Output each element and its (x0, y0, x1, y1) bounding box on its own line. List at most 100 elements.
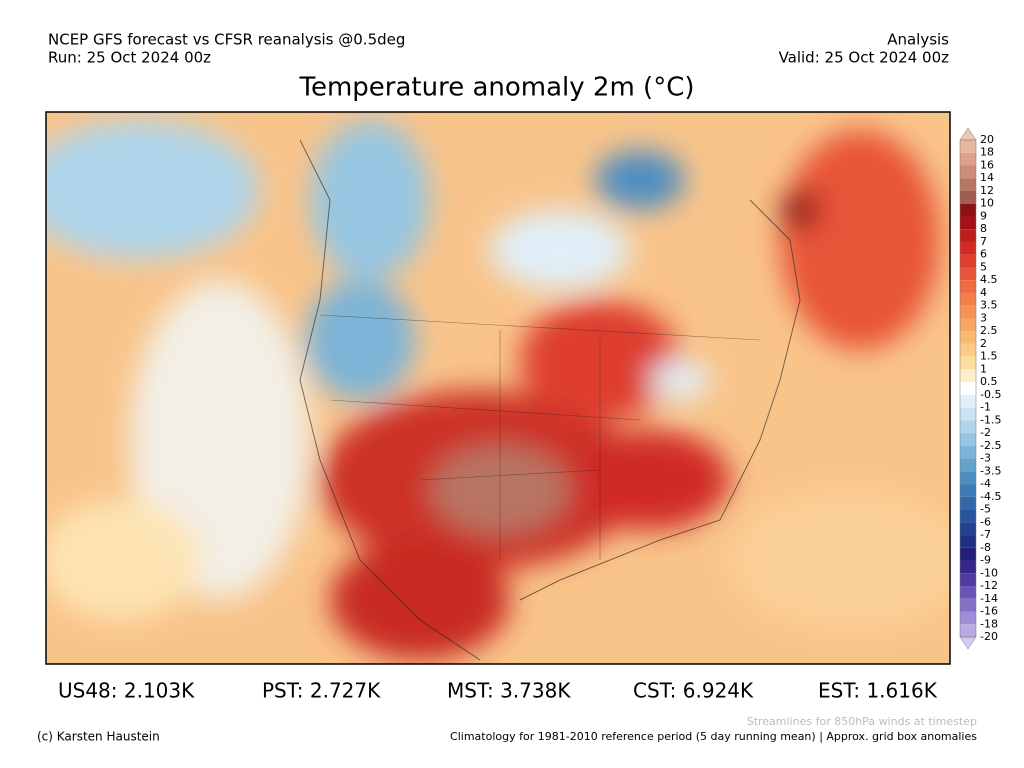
colorbar-label: 5 (980, 260, 987, 273)
region-stat: MST: 3.738K (447, 679, 571, 703)
colorbar-bin (960, 598, 976, 612)
colorbar-bin (960, 241, 976, 255)
colorbar-bin (960, 407, 976, 421)
colorbar-bin (960, 305, 976, 319)
colorbar-bin (960, 190, 976, 204)
colorbar-bin (960, 178, 976, 191)
colorbar-bin (960, 331, 976, 344)
colorbar-label: 4 (980, 286, 987, 299)
colorbar-label: 3.5 (980, 299, 998, 312)
credit: (c) Karsten Haustein (37, 730, 160, 744)
region-stat: CST: 6.924K (633, 679, 754, 703)
colorbar-label: 2 (980, 337, 987, 350)
colorbar-label: -4.5 (980, 490, 1001, 503)
streamlines-note: Streamlines for 850hPa winds at timestep (747, 715, 977, 728)
region-stat: US48: 2.103K (58, 679, 195, 703)
colorbar-label: 12 (980, 184, 994, 197)
anomaly-field (46, 120, 950, 660)
colorbar-bin (960, 496, 976, 510)
colorbar-label: 7 (980, 235, 987, 248)
colorbar-bin (960, 165, 976, 179)
colorbar-label: 20 (980, 133, 994, 146)
colorbar-label: 6 (980, 248, 987, 261)
colorbar-extend-top (959, 127, 977, 141)
colorbar-label: -8 (980, 541, 991, 554)
colorbar-bin (960, 547, 976, 561)
colorbar-label: -2.5 (980, 439, 1001, 452)
colorbar-label: -18 (980, 617, 998, 630)
colorbar-bin (960, 573, 976, 587)
colorbar-label: -1.5 (980, 413, 1001, 426)
header-left-1: NCEP GFS forecast vs CFSR reanalysis @0.… (48, 31, 405, 49)
colorbar-label: -6 (980, 515, 991, 528)
colorbar-bin (960, 382, 976, 395)
map-frame (45, 111, 951, 665)
colorbar-label: 14 (980, 171, 994, 184)
colorbar-bin (960, 535, 976, 548)
colorbar-label: -10 (980, 566, 998, 579)
colorbar-bin (960, 586, 976, 599)
colorbar-label: -16 (980, 605, 998, 618)
colorbar-bin (960, 280, 976, 293)
colorbar-label: -7 (980, 528, 991, 541)
colorbar-bin (960, 140, 976, 153)
colorbar-bin (960, 522, 976, 536)
colorbar-label: -1 (980, 401, 991, 414)
colorbar-label: 3 (980, 311, 987, 324)
colorbar-label: -0.5 (980, 388, 1001, 401)
colorbar-bin (960, 292, 976, 306)
colorbar-bin (960, 560, 976, 574)
colorbar-label: 10 (980, 197, 994, 210)
colorbar-label: 0.5 (980, 375, 998, 388)
colorbar-extend-bottom (959, 636, 977, 650)
stats: US48: 2.103K PST: 2.727K MST: 3.738K CST: 6… (58, 679, 938, 703)
colorbar-label: -2 (980, 426, 991, 439)
colorbar-bin (960, 369, 976, 383)
colorbar-bin (960, 216, 976, 230)
colorbar-bin (960, 458, 976, 472)
header-right-2: Valid: 25 Oct 2024 00z (779, 49, 950, 67)
header-right-1: Analysis (887, 31, 949, 49)
coastline (299, 139, 801, 661)
colorbar-label: 8 (980, 222, 987, 235)
colorbar-label: -5 (980, 503, 991, 516)
colorbar-bin (960, 509, 976, 523)
colorbar-label: 18 (980, 146, 994, 159)
borders (319, 314, 761, 560)
colorbar-bin (960, 356, 976, 370)
colorbar-bin (960, 343, 976, 357)
map-title: Temperature anomaly 2m (°C) (299, 73, 695, 103)
colorbar-bin (960, 254, 976, 268)
colorbar-bin (960, 203, 976, 217)
colorbar-label: -12 (980, 579, 998, 592)
colorbar-bin (960, 318, 976, 332)
colorbar-bin (960, 484, 976, 497)
colorbar-bin (960, 152, 976, 166)
map (46, 112, 950, 664)
colorbar-label: 4.5 (980, 273, 998, 286)
colorbar-label: 9 (980, 209, 987, 222)
colorbar-bin (960, 229, 976, 242)
colorbar-bin (960, 433, 976, 446)
colorbar-bin (960, 445, 976, 459)
colorbar-bin (960, 611, 976, 625)
colorbar-bin (960, 624, 976, 637)
colorbar-bin (960, 420, 976, 434)
colorbar-label: 1 (980, 362, 987, 375)
region-stat: EST: 1.616K (818, 679, 938, 703)
colorbar-label: 16 (980, 158, 994, 171)
colorbar-bin (960, 394, 976, 408)
header-left-2: Run: 25 Oct 2024 00z (48, 49, 211, 67)
colorbar-label: -14 (980, 592, 998, 605)
colorbar-label: 1.5 (980, 350, 998, 363)
colorbar: 201816141210987654.543.532.521.510.5-0.5… (959, 127, 1001, 650)
colorbar-label: -3 (980, 452, 991, 465)
colorbar-label: -9 (980, 554, 991, 567)
climatology-note: Climatology for 1981-2010 reference peri… (450, 730, 977, 743)
colorbar-label: -4 (980, 477, 991, 490)
region-stat: PST: 2.727K (262, 679, 381, 703)
colorbar-bin (960, 267, 976, 281)
colorbar-label: -20 (980, 630, 998, 643)
